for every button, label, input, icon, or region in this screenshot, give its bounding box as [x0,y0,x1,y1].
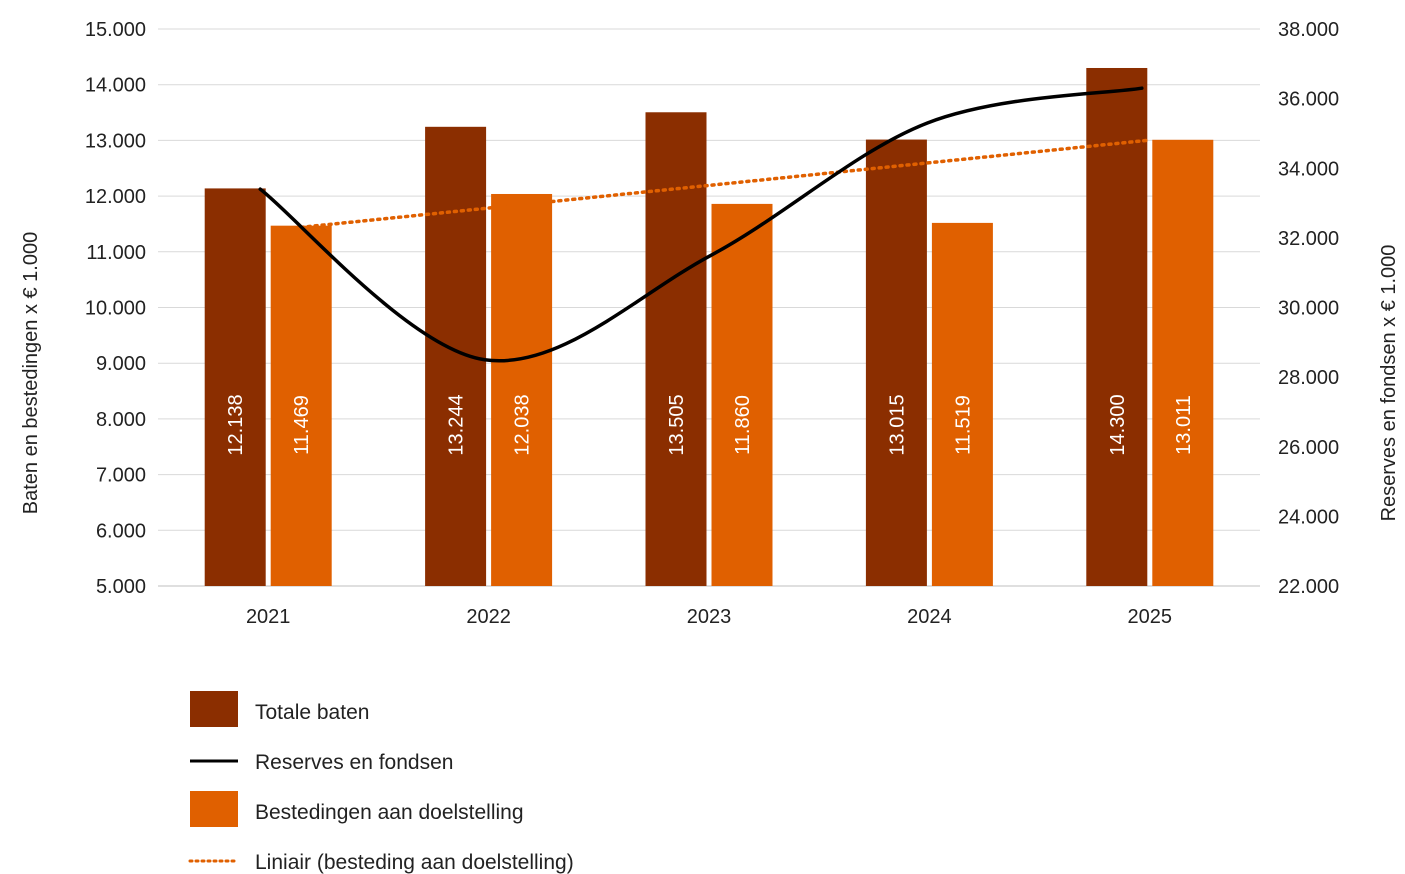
bar-totale-baten [425,126,487,586]
legend-label-trendline: Liniair (besteding aan doelstelling) [255,851,574,874]
category-labels: 2021 2022 2023 2024 2025 [246,606,1172,628]
data-label-totale-baten: 13.015 [886,394,908,455]
data-label-bestedingen: 11.860 [732,395,754,455]
data-label-bestedingen: 12.038 [512,394,534,455]
right-tick-label: 30.000 [1278,298,1339,320]
category-label: 2022 [466,606,511,628]
left-tick-label: 13.000 [85,130,146,152]
left-tick-label: 14.000 [85,75,146,97]
right-tick-label: 24.000 [1278,506,1339,528]
gridlines [158,28,1260,587]
right-tick-label: 28.000 [1278,367,1339,389]
right-tick-label: 22.000 [1278,576,1339,598]
bar-bestedingen [491,193,553,586]
bar-totale-baten [204,188,266,587]
left-tick-label: 5.000 [96,576,146,598]
right-axis-ticks: 22.000 24.000 26.000 28.000 30.000 32.000 34.0… [1278,19,1339,598]
legend-swatch-bestedingen [190,791,238,827]
data-label-totale-baten: 12.138 [225,394,247,455]
left-axis-title: Baten en bestedingen x € 1.000 [20,232,42,514]
data-label-totale-baten: 14.300 [1107,394,1129,455]
category-label: 2025 [1128,606,1173,628]
bar-bestedingen [931,222,993,586]
right-tick-label: 36.000 [1278,89,1339,111]
bar-bestedingen [711,203,773,586]
data-label-bestedingen: 11.519 [952,395,974,455]
left-tick-label: 8.000 [96,409,146,431]
trendline-bestedingen [299,138,1149,230]
category-label: 2024 [907,606,952,628]
right-tick-label: 34.000 [1278,158,1339,180]
left-tick-label: 15.000 [85,19,146,41]
bars [204,67,1214,587]
data-label-bestedingen: 11.469 [291,395,313,455]
line-reserves-en-fondsen [258,86,1144,363]
legend-label-bestedingen: Bestedingen aan doelstelling [255,801,524,824]
legend: Totale baten Reserves en fondsen Bestedi… [188,691,574,874]
right-axis-title: Reserves en fondsen x € 1.000 [1378,245,1400,522]
left-tick-label: 10.000 [85,298,146,320]
bar-totale-baten [645,112,707,587]
data-label-totale-baten: 13.505 [666,394,688,455]
legend-swatch-totale-baten [190,691,238,727]
series-lines [258,86,1149,363]
data-label-totale-baten: 13.244 [446,394,468,455]
right-tick-label: 32.000 [1278,228,1339,250]
data-label-bestedingen: 13.011 [1173,395,1195,455]
legend-label-reserves: Reserves en fondsen [255,751,453,774]
left-tick-label: 7.000 [96,465,146,487]
left-tick-label: 11.000 [86,242,146,264]
right-tick-label: 26.000 [1278,437,1339,459]
left-tick-label: 6.000 [96,520,146,542]
category-label: 2021 [246,606,291,628]
left-axis-ticks: 5.000 6.000 7.000 8.000 9.000 10.000 11.000 12.… [85,19,146,598]
bar-bestedingen [270,225,332,586]
category-label: 2023 [687,606,732,628]
left-tick-label: 9.000 [96,353,146,375]
bar-data-labels: 12.138 11.469 13.244 12.038 13.505 11.860 13.0… [225,394,1195,455]
bar-totale-baten [1086,67,1148,587]
legend-label-totale-baten: Totale baten [255,701,369,724]
left-tick-label: 12.000 [85,186,146,208]
bar-totale-baten [865,139,927,586]
bar-bestedingen [1152,139,1214,586]
right-tick-label: 38.000 [1278,19,1339,41]
